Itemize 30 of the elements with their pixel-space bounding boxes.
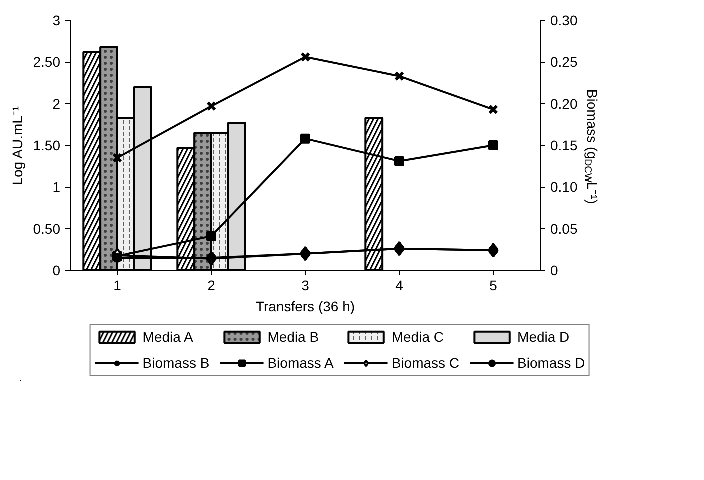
y-tick-label: 1.50 xyxy=(33,138,61,154)
legend-label: Biomass D xyxy=(518,355,586,371)
legend-label: Biomass C xyxy=(392,355,460,371)
legend-label: Media C xyxy=(392,329,444,345)
y-tick-label: 1 xyxy=(52,179,61,196)
x-tick-label: 5 xyxy=(490,278,498,294)
x-tick-label: 2 xyxy=(208,278,216,294)
y2-tick-label: 0 xyxy=(550,262,558,278)
x-tick-label: 4 xyxy=(396,278,404,294)
y2-tick-label: 0.25 xyxy=(550,54,578,70)
legend-label: Biomass B xyxy=(142,355,210,371)
y-tick-label: 3 xyxy=(52,12,61,28)
x-tick-label: 3 xyxy=(302,278,310,294)
y-tick-label: 2 xyxy=(52,96,61,112)
legend-label: Media D xyxy=(518,329,570,345)
legend-label: Media A xyxy=(142,329,194,345)
x-axis-title: Transfers (36 h) xyxy=(256,298,356,314)
y2-tick-label: 0.10 xyxy=(550,179,578,196)
y-tick-label: 0 xyxy=(52,262,61,278)
legend-label: Biomass A xyxy=(268,355,334,371)
y2-tick-label: 0.30 xyxy=(550,12,578,28)
y2-tick-label: 0.20 xyxy=(550,96,578,112)
y-axis-title: Log AU.mL⁻¹ xyxy=(9,106,26,186)
legend-label: Media B xyxy=(268,329,320,345)
y2-axis-title: Biomass (gDCW.L⁻¹) xyxy=(582,89,600,204)
y-tick-label: 2.50 xyxy=(33,54,61,70)
y2-tick-label: 0.15 xyxy=(550,138,578,154)
y2-tick-label: 0.05 xyxy=(550,220,578,237)
y-tick-label: 0.50 xyxy=(33,220,61,237)
x-tick-label: 1 xyxy=(114,278,122,294)
